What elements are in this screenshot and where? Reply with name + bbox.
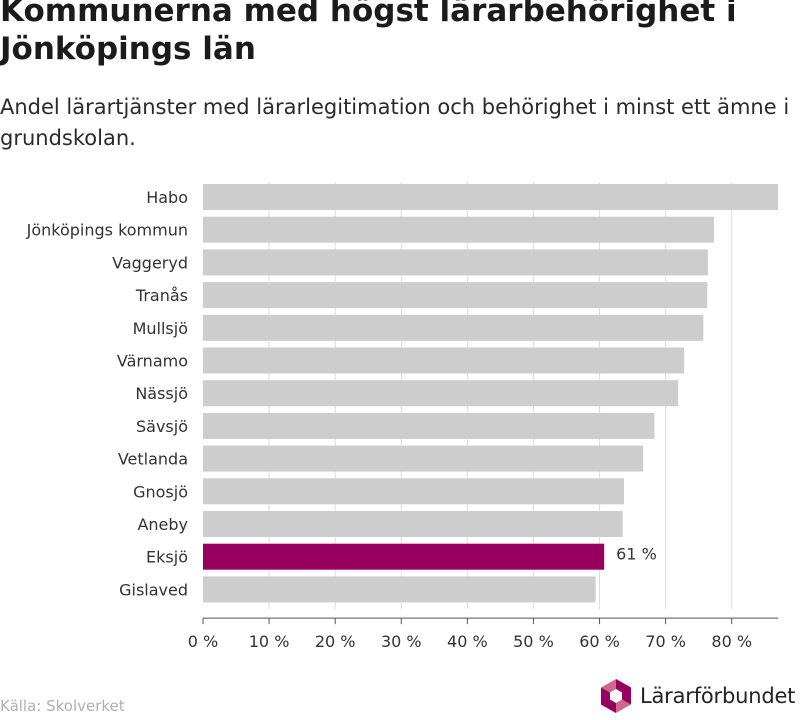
- x-tick-label: 40 %: [447, 632, 488, 650]
- category-label: Eksjö: [146, 548, 188, 567]
- category-label: Nässjö: [135, 384, 188, 403]
- bar: [203, 543, 605, 570]
- bar: [203, 511, 623, 537]
- bar: [203, 380, 679, 407]
- category-label: Aneby: [137, 515, 188, 534]
- bar: [203, 184, 778, 210]
- x-tick-label: 60 %: [579, 632, 620, 650]
- x-tick-label: 50 %: [513, 632, 554, 650]
- x-tick-label: 20 %: [315, 632, 356, 650]
- chart-subtitle: Andel lärartjänster med lärarlegitimatio…: [0, 95, 790, 150]
- category-label: Gislaved: [119, 580, 188, 599]
- category-label: Jönköpings kommun: [26, 221, 188, 240]
- category-label: Mullsjö: [133, 319, 188, 338]
- source-note: Källa: Skolverket: [0, 697, 125, 715]
- category-label: Värnamo: [117, 352, 188, 371]
- bar: [203, 347, 685, 374]
- x-tick-label: 30 %: [381, 632, 422, 650]
- bar: [203, 314, 704, 341]
- x-tick-label: 10 %: [249, 632, 290, 650]
- bar-chart: Habo Jönköpings kommun Vaggeryd Tranås Mulls…: [26, 182, 778, 650]
- logo-text: Lärarförbundet: [640, 684, 796, 708]
- x-tick-label: 0 %: [188, 632, 218, 650]
- category-label: Tranås: [135, 286, 188, 305]
- bar: [203, 412, 655, 439]
- bar: [203, 576, 596, 603]
- category-label: Vetlanda: [118, 450, 188, 469]
- data-label: 61 %: [616, 545, 657, 564]
- hexagon-logo-icon: [601, 679, 631, 713]
- x-tick-label: 80 %: [711, 632, 752, 650]
- brand-logo: Lärarförbundet: [600, 676, 800, 716]
- bar: [203, 216, 714, 243]
- chart-title: Kommunerna med högst lärarbehörighet i J…: [0, 0, 737, 67]
- x-tick-label: 70 %: [645, 632, 686, 650]
- category-label: Sävsjö: [136, 417, 188, 436]
- bar: [203, 249, 708, 276]
- bar: [203, 445, 644, 472]
- bar: [203, 478, 625, 505]
- category-label: Habo: [146, 188, 188, 207]
- bar: [203, 282, 708, 309]
- category-label: Gnosjö: [133, 482, 188, 501]
- category-label: Vaggeryd: [112, 253, 188, 272]
